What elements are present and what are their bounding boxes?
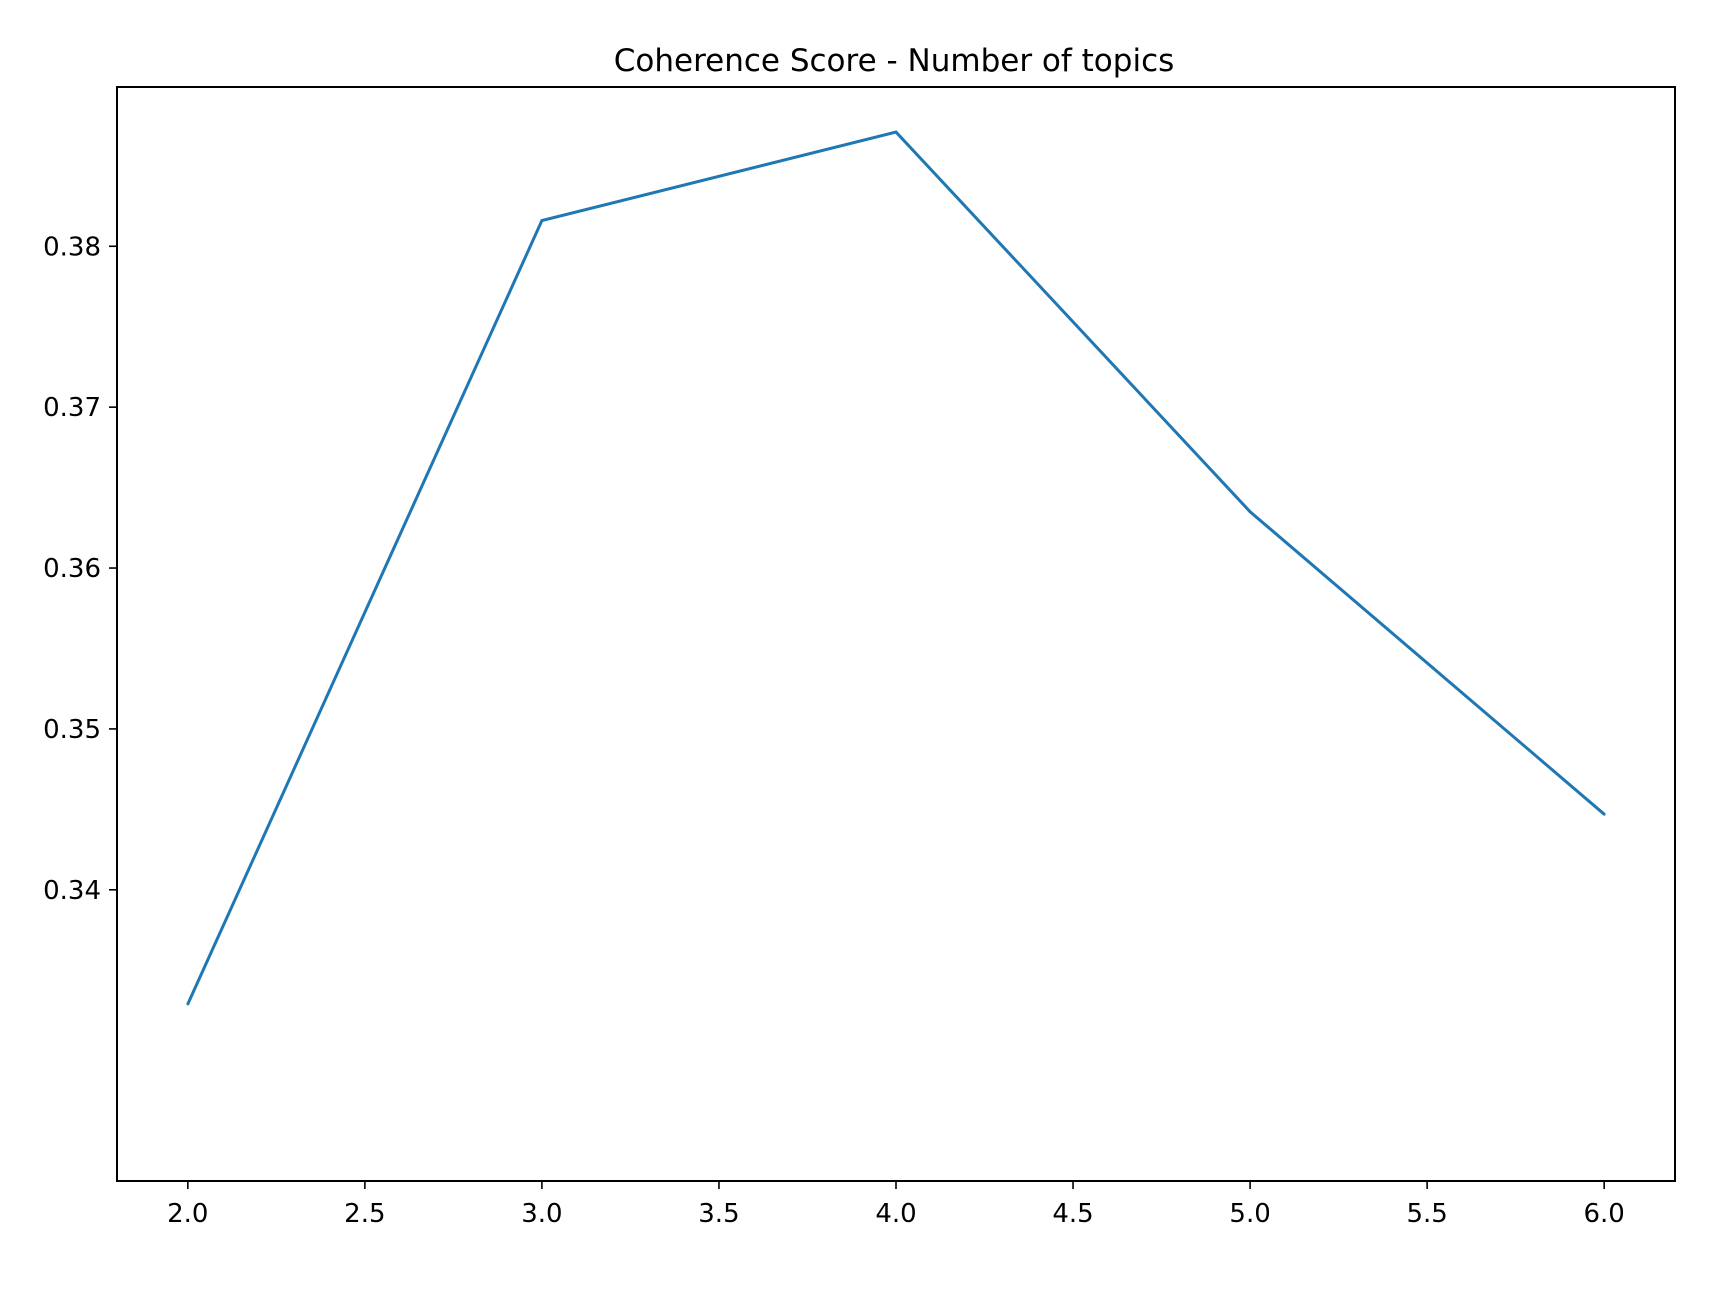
x-axis: 2.0 2.5 3.0 3.5 4.0 4.5 5.0 5.5 6.0: [167, 1181, 1625, 1229]
plot-frame: [116, 86, 1676, 1182]
chart-title: Coherence Score - Number of topics: [614, 43, 1175, 79]
x-tick-label: 3.5: [698, 1199, 739, 1229]
x-tick-label: 2.0: [167, 1199, 208, 1229]
y-tick-label: 0.36: [43, 554, 101, 584]
data-point: [186, 1002, 190, 1006]
data-point: [1602, 812, 1606, 816]
x-tick-label: 3.0: [521, 1199, 562, 1229]
y-tick-label: 0.37: [43, 393, 101, 423]
series-layer: [186, 130, 1606, 1006]
data-point: [1248, 510, 1252, 514]
x-tick-label: 6.0: [1584, 1199, 1625, 1229]
x-tick-label: 5.0: [1229, 1199, 1270, 1229]
y-tick-label: 0.34: [43, 876, 101, 906]
y-tick-label: 0.35: [43, 715, 101, 745]
x-tick-label: 4.5: [1052, 1199, 1093, 1229]
x-tick-label: 2.5: [344, 1199, 385, 1229]
y-tick-label: 0.38: [43, 232, 101, 262]
x-tick-label: 5.5: [1406, 1199, 1447, 1229]
data-point: [540, 219, 544, 222]
data-point: [894, 130, 898, 134]
x-tick-label: 4.0: [875, 1199, 916, 1229]
y-axis: 0.34 0.35 0.36 0.37 0.38: [43, 232, 117, 906]
